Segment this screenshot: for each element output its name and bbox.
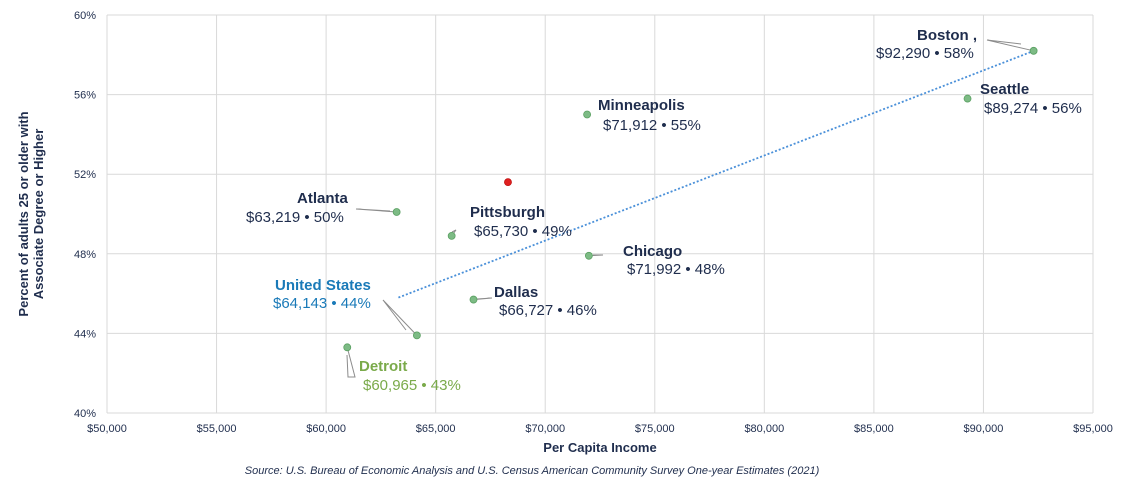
y-tick-label: 60%	[74, 10, 96, 22]
x-tick-label: $50,000	[87, 423, 127, 435]
y-tick-label: 48%	[74, 249, 96, 261]
label-name-united-states: United States	[275, 277, 371, 294]
point-boston	[1029, 46, 1038, 55]
label-value-dallas: $66,727 • 46%	[499, 302, 597, 319]
point-dallas	[469, 295, 478, 304]
label-name-dallas: Dallas	[494, 284, 538, 301]
label-name-pittsburgh: Pittsburgh	[470, 204, 545, 221]
y-tick-label: 52%	[74, 169, 96, 181]
x-axis-title: Per Capita Income	[543, 440, 656, 455]
label-value-pittsburgh: $65,730 • 49%	[474, 223, 572, 240]
x-tick-label: $80,000	[744, 423, 784, 435]
y-axis-title: Associate Degree or Higher	[31, 129, 46, 300]
label-value-detroit: $60,965 • 43%	[363, 377, 461, 394]
label-value-seattle: $89,274 • 56%	[984, 100, 1082, 117]
label-name-minneapolis: Minneapolis	[598, 97, 685, 114]
leader-line	[346, 347, 356, 378]
label-value-minneapolis: $71,912 • 55%	[603, 117, 701, 134]
y-tick-label: 40%	[74, 408, 96, 420]
trendline	[398, 49, 1035, 299]
leader-line	[473, 297, 493, 301]
point-pittsburgh	[447, 231, 456, 240]
x-tick-label: $75,000	[635, 423, 675, 435]
point-united-states	[412, 331, 421, 340]
point-detroit	[343, 343, 352, 352]
label-name-chicago: Chicago	[623, 243, 682, 260]
point-atlanta	[392, 208, 401, 216]
leader-line	[588, 254, 604, 257]
x-tick-label: $60,000	[306, 423, 346, 435]
point-chicago	[584, 251, 593, 260]
x-tick-label: $95,000	[1073, 423, 1113, 435]
leader-line	[382, 299, 418, 336]
x-tick-label: $70,000	[525, 423, 565, 435]
point-minneapolis	[583, 110, 592, 119]
source-note: Source: U.S. Bureau of Economic Analysis…	[244, 465, 820, 477]
label-name-boston: Boston ,	[917, 27, 977, 44]
x-tick-label: $90,000	[964, 423, 1004, 435]
label-name-atlanta: Atlanta	[297, 190, 348, 207]
y-tick-label: 56%	[74, 90, 96, 102]
y-axis-title: Percent of adults 25 or older with	[16, 111, 31, 316]
leader-line	[986, 39, 1034, 52]
point-unlabeled	[504, 178, 512, 187]
label-value-atlanta: $63,219 • 50%	[246, 209, 344, 226]
label-name-detroit: Detroit	[359, 358, 407, 375]
label-value-chicago: $71,992 • 48%	[627, 261, 725, 278]
y-tick-label: 44%	[74, 328, 96, 340]
x-tick-label: $65,000	[416, 423, 456, 435]
leader-line	[355, 208, 397, 213]
point-seattle	[963, 94, 972, 103]
label-name-seattle: Seattle	[980, 81, 1029, 98]
x-tick-label: $85,000	[854, 423, 894, 435]
x-tick-label: $55,000	[197, 423, 237, 435]
label-value-boston: $92,290 • 58%	[876, 45, 974, 62]
label-value-united-states: $64,143 • 44%	[273, 295, 371, 312]
